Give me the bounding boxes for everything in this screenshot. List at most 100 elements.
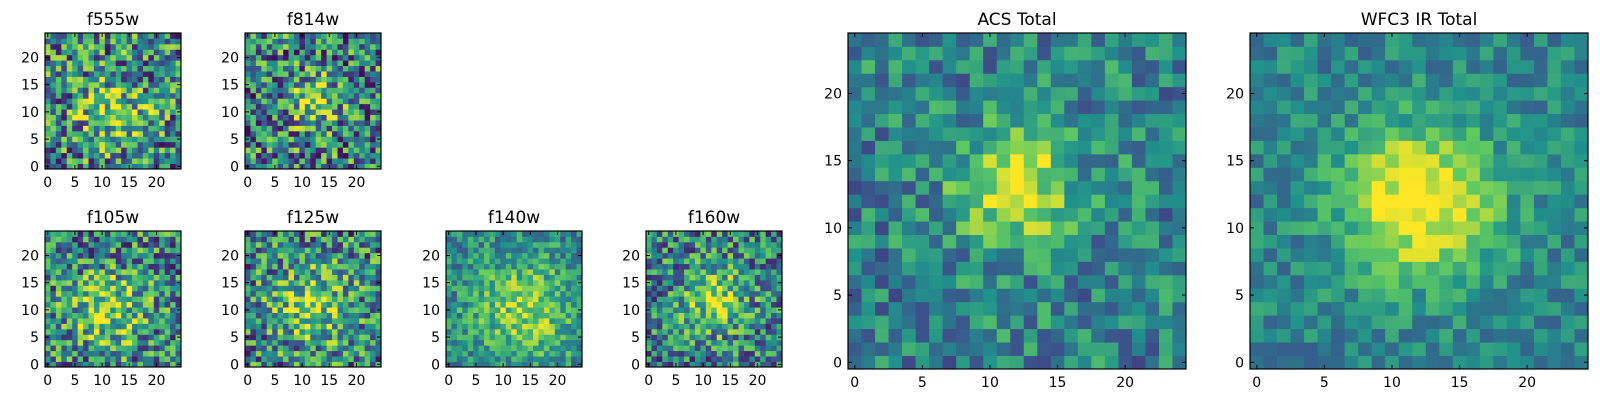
pixel-cell bbox=[375, 43, 382, 50]
pixel-cell bbox=[99, 241, 106, 248]
pixel-cell bbox=[848, 328, 862, 343]
pixel-cell bbox=[1439, 234, 1454, 249]
pixel-cell bbox=[66, 114, 73, 121]
pixel-cell bbox=[667, 339, 674, 346]
pixel-cell bbox=[375, 350, 382, 357]
pixel-cell bbox=[50, 92, 57, 99]
pixel-cell bbox=[494, 285, 501, 292]
pixel-cell bbox=[1304, 248, 1318, 262]
pixel-cell bbox=[543, 269, 550, 275]
pixel-cell bbox=[1010, 167, 1025, 182]
pixel-cell bbox=[132, 71, 138, 77]
pixel-cell bbox=[45, 158, 51, 164]
pixel-cell bbox=[700, 296, 707, 303]
pixel-cell bbox=[277, 263, 284, 270]
pixel-cell bbox=[1425, 248, 1440, 262]
pixel-cell bbox=[705, 318, 712, 324]
pixel-cell bbox=[283, 258, 289, 265]
pixel-cell bbox=[148, 43, 155, 50]
pixel-cell bbox=[370, 231, 376, 237]
pixel-cell bbox=[250, 109, 257, 115]
pixel-cell bbox=[121, 241, 127, 248]
pixel-cell bbox=[771, 263, 777, 270]
pixel-cell bbox=[738, 334, 745, 341]
pixel-cell bbox=[983, 167, 998, 182]
pixel-cell bbox=[1250, 301, 1264, 316]
pixel-cell bbox=[1010, 328, 1025, 343]
pixel-cell bbox=[915, 140, 930, 155]
pixel-cell bbox=[473, 258, 480, 265]
pixel-cell bbox=[77, 263, 84, 270]
pixel-cell bbox=[456, 269, 463, 275]
pixel-cell bbox=[93, 87, 100, 94]
pixel-cell bbox=[137, 252, 144, 259]
pixel-cell bbox=[299, 285, 306, 292]
y-tick-label: 15 bbox=[422, 276, 440, 292]
pixel-cell bbox=[1371, 153, 1386, 168]
pixel-cell bbox=[61, 152, 68, 159]
pixel-cell bbox=[283, 43, 289, 50]
pixel-cell bbox=[733, 252, 739, 259]
pixel-cell bbox=[153, 92, 160, 99]
pixel-cell bbox=[83, 130, 89, 137]
pixel-cell bbox=[700, 247, 707, 254]
pixel-cell bbox=[662, 290, 669, 297]
pixel-cell bbox=[1520, 274, 1535, 289]
pixel-cell bbox=[337, 328, 344, 335]
pixel-cell bbox=[1371, 342, 1386, 356]
pixel-cell bbox=[250, 269, 257, 275]
pixel-cell bbox=[1091, 207, 1106, 222]
pixel-cell bbox=[353, 130, 360, 137]
pixel-cell bbox=[1010, 100, 1025, 115]
pixel-cell bbox=[875, 140, 889, 155]
pixel-cell bbox=[45, 71, 51, 77]
pixel-cell bbox=[245, 263, 251, 270]
pixel-cell bbox=[656, 361, 663, 368]
pixel-cell bbox=[1358, 261, 1373, 276]
pixel-cell bbox=[288, 334, 295, 341]
pixel-cell bbox=[299, 252, 306, 259]
pixel-cell bbox=[511, 236, 518, 243]
pixel-cell bbox=[45, 247, 51, 254]
pixel-cell bbox=[137, 350, 144, 357]
pixel-cell bbox=[375, 296, 382, 303]
pixel-cell bbox=[55, 71, 62, 77]
pixel-cell bbox=[1385, 342, 1400, 356]
pixel-cell bbox=[684, 339, 690, 346]
pixel-cell bbox=[771, 334, 777, 341]
pixel-cell bbox=[749, 290, 756, 297]
pixel-cell bbox=[164, 33, 171, 39]
pixel-cell bbox=[142, 120, 149, 126]
pixel-cell bbox=[121, 38, 127, 45]
pixel-cell bbox=[83, 141, 89, 148]
pixel-cell bbox=[1331, 207, 1346, 222]
pixel-cell bbox=[88, 263, 95, 270]
pixel-cell bbox=[310, 65, 317, 72]
pixel-cell bbox=[342, 65, 349, 72]
pixel-cell bbox=[288, 307, 295, 313]
pixel-cell bbox=[299, 345, 306, 352]
pixel-cell bbox=[1520, 180, 1535, 195]
pixel-cell bbox=[299, 350, 306, 357]
pixel-cell bbox=[293, 328, 300, 335]
pixel-cell bbox=[733, 274, 739, 281]
pixel-cell bbox=[83, 236, 89, 243]
pixel-cell bbox=[121, 301, 127, 308]
pixel-cell bbox=[1104, 86, 1119, 101]
pixel-cell bbox=[332, 290, 338, 297]
pixel-cell bbox=[153, 339, 160, 346]
pixel-cell bbox=[266, 152, 273, 159]
pixel-cell bbox=[50, 285, 57, 292]
pixel-cell bbox=[983, 234, 998, 249]
pixel-cell bbox=[245, 147, 251, 154]
pixel-cell bbox=[727, 263, 734, 270]
pixel-cell bbox=[77, 258, 84, 265]
pixel-cell bbox=[164, 323, 171, 330]
pixel-cell bbox=[1533, 261, 1548, 276]
pixel-cell bbox=[293, 109, 300, 115]
pixel-cell bbox=[45, 98, 51, 105]
pixel-cell bbox=[733, 323, 739, 330]
pixel-cell bbox=[771, 258, 777, 265]
pixel-cell bbox=[996, 248, 1011, 262]
y-tick-label: 20 bbox=[21, 248, 39, 264]
